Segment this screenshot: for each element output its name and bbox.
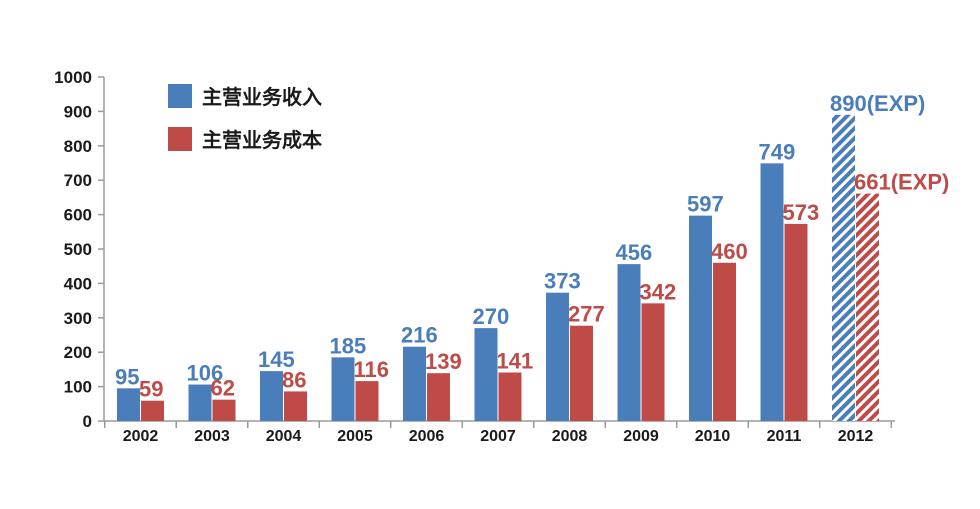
legend-swatch-revenue [168, 84, 192, 108]
x-tick-label: 2004 [266, 428, 302, 445]
data-label-cost-2009: 342 [640, 279, 677, 304]
bar-revenue-2012 [832, 114, 855, 421]
bar-revenue-2009 [617, 264, 641, 421]
legend-swatch-cost [168, 127, 192, 151]
data-label-cost-2010: 460 [711, 239, 748, 264]
data-label-revenue-2002: 95 [115, 364, 139, 389]
y-tick-label: 800 [64, 137, 92, 156]
bar-cost-2002 [141, 400, 164, 421]
x-tick-label: 2005 [337, 428, 373, 445]
bar-revenue-2003 [188, 384, 212, 421]
y-tick-label: 100 [64, 378, 92, 397]
data-label-revenue-2008: 373 [544, 269, 581, 294]
bar-cost-2005 [355, 381, 379, 421]
bar-cost-2012 [856, 193, 879, 421]
axes: 0 100 200 300 400 500 600 700 800 900 1000 2002 2003… [54, 68, 895, 445]
legend: 主营业务收入 主营业务成本 [168, 84, 322, 152]
bar-cost-2010 [713, 262, 736, 421]
y-tick-label: 600 [64, 206, 92, 225]
data-label-revenue-2011: 749 [759, 139, 796, 164]
y-tick-label: 1000 [54, 68, 92, 87]
data-label-revenue-2010: 597 [687, 192, 724, 217]
data-label-revenue-2005: 185 [330, 333, 367, 358]
bar-cost-2006 [427, 373, 450, 421]
x-tick-label: 2007 [480, 428, 516, 445]
data-label-cost-2006: 139 [425, 349, 462, 374]
bar-revenue-2005 [331, 357, 355, 421]
bar-revenue-2002 [117, 388, 140, 421]
bar-revenue-2011 [760, 163, 784, 421]
bar-cost-2003 [212, 399, 236, 421]
data-label-revenue-2009: 456 [616, 240, 653, 265]
y-tick-label: 0 [83, 412, 92, 431]
y-tick-label: 200 [64, 343, 92, 362]
data-label-revenue-2006: 216 [401, 323, 438, 348]
data-label-cost-2005: 116 [354, 357, 390, 382]
y-tick-label: 700 [64, 171, 92, 190]
bar-revenue-2006 [403, 346, 426, 421]
x-tick-label: 2008 [552, 428, 588, 445]
bar-revenue-2008 [546, 292, 569, 421]
bar-cost-2007 [498, 372, 522, 421]
bar-revenue-2010 [689, 215, 712, 421]
data-label-revenue-2007: 270 [473, 304, 510, 329]
data-label-cost-2012: 661(EXP) [854, 170, 949, 195]
data-label-revenue-2003: 106 [187, 361, 224, 386]
x-tick-label: 2003 [194, 428, 230, 445]
data-label-cost-2004: 86 [282, 367, 306, 392]
x-tick-label: 2009 [623, 428, 659, 445]
data-label-revenue-2012: 890(EXP) [830, 91, 925, 116]
x-tick-label: 2002 [123, 428, 159, 445]
data-label-cost-2007: 141 [497, 348, 534, 373]
data-label-cost-2011: 573 [783, 200, 820, 225]
bar-revenue-2004 [260, 371, 283, 421]
x-tick-label: 2010 [695, 428, 731, 445]
data-label-cost-2002: 59 [139, 377, 163, 402]
data-label-revenue-2004: 145 [258, 347, 295, 372]
bar-cost-2008 [570, 325, 593, 421]
x-tick-label: 2011 [767, 428, 802, 445]
y-tick-label: 300 [64, 309, 92, 328]
legend-label-revenue: 主营业务收入 [202, 85, 322, 109]
bars [117, 114, 879, 421]
y-tick-label: 500 [64, 240, 92, 259]
bar-cost-2004 [284, 391, 307, 421]
x-tick-label: 2012 [838, 428, 874, 445]
bar-revenue-2007 [474, 328, 498, 421]
bar-cost-2009 [641, 303, 665, 421]
y-tick-label: 400 [64, 274, 92, 293]
bar-cost-2011 [784, 223, 808, 421]
legend-label-cost: 主营业务成本 [202, 128, 322, 152]
y-tick-label: 900 [64, 102, 92, 121]
x-tick-label: 2006 [409, 428, 445, 445]
data-label-cost-2008: 277 [568, 302, 605, 327]
data-label-cost-2003: 62 [211, 376, 235, 401]
